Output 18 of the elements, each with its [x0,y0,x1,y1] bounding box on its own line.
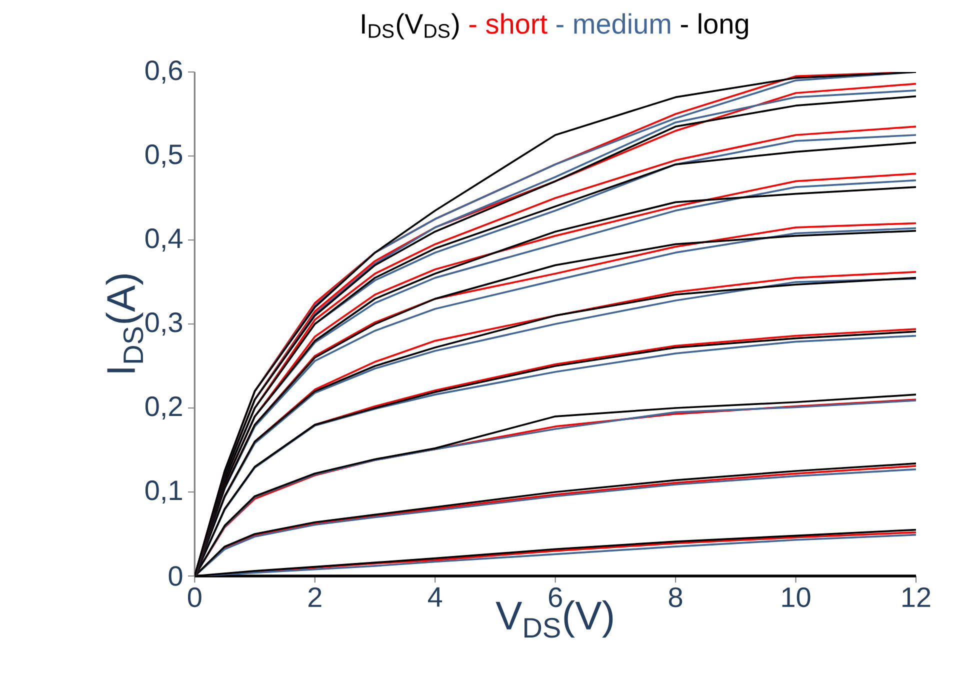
chart-title: I$_{DS}$(V$_{DS}$) [362,13,459,40]
text: - short [469,13,548,34]
y-tick-label: 0,3 [145,312,182,336]
y-tick-label: 0,1 [145,480,182,504]
text: - long [681,13,748,40]
x-tick-label: 4 [428,587,442,607]
x-tick-label: 0 [188,587,202,608]
text: - medium [556,13,670,34]
y-tick-label: 0,2 [145,396,182,420]
x-tick-label: 2 [308,587,322,607]
x-tick-label: 10 [782,587,810,608]
y-tick-label: 0,5 [145,144,182,168]
x-tick-label: 12 [902,587,930,607]
y-axis-title: I$_{DS}$(A) [106,274,144,372]
y-tick-label: 0 [168,566,182,586]
x-tick-label: 8 [668,587,682,608]
y-tick-label: 0,6 [145,60,182,84]
y-tick-label: 0,4 [145,228,182,252]
